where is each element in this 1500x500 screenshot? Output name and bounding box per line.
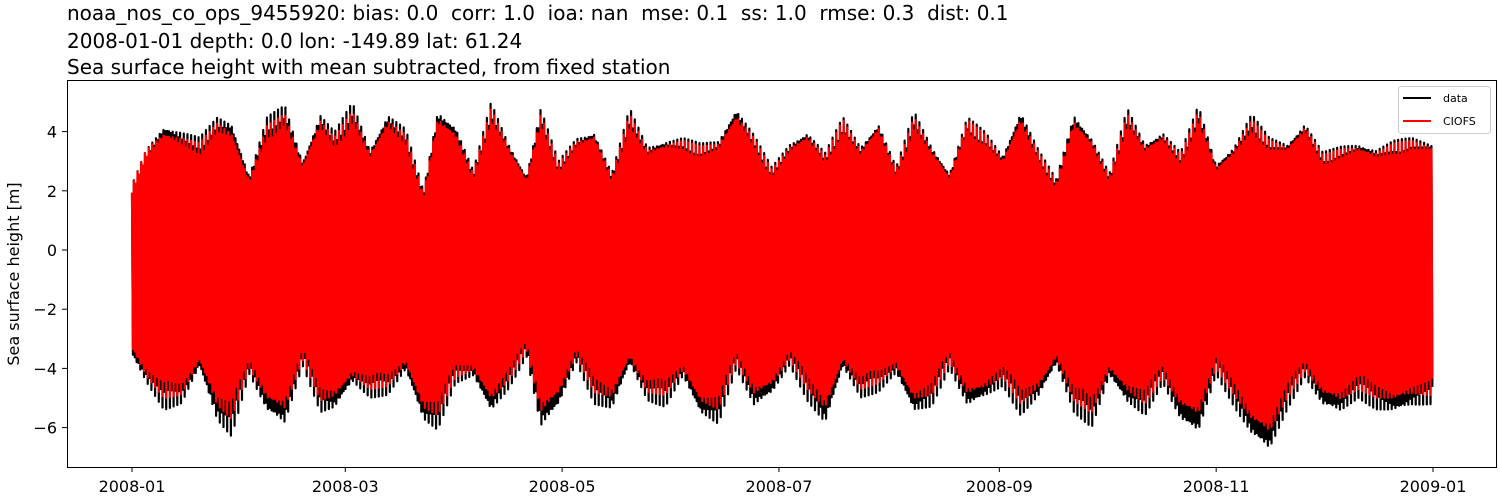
x-tick-label: 2009-01 <box>1400 477 1467 496</box>
y-axis: −6 −4 −2 0 2 4 <box>33 123 67 438</box>
y-tick-label: −6 <box>33 419 57 438</box>
legend-label-data: data <box>1443 92 1468 105</box>
x-tick-label: 2008-09 <box>966 477 1033 496</box>
y-tick-label: −2 <box>33 300 57 319</box>
y-axis-label: Sea surface height [m] <box>4 182 23 365</box>
x-tick-label: 2008-05 <box>529 477 596 496</box>
y-tick-label: −4 <box>33 359 57 378</box>
x-tick-label: 2008-07 <box>746 477 813 496</box>
x-tick-label: 2008-03 <box>312 477 379 496</box>
figure-title-line-2: 2008-01-01 depth: 0.0 lon: -149.89 lat: … <box>67 29 523 53</box>
legend: data CIOFS <box>1398 86 1491 134</box>
y-tick-label: 0 <box>47 241 57 260</box>
x-axis: 2008-01 2008-03 2008-05 2008-07 2008-09 2008-… <box>99 467 1467 496</box>
legend-label-ciofs: CIOFS <box>1443 115 1476 128</box>
figure-title-line-3: Sea surface height with mean subtracted,… <box>67 55 671 79</box>
x-tick-label: 2008-11 <box>1183 477 1250 496</box>
axes-frame <box>67 80 1497 468</box>
y-tick-label: 2 <box>47 182 57 201</box>
y-tick-label: 4 <box>47 123 57 142</box>
plot-series <box>130 102 1434 447</box>
x-tick-label: 2008-01 <box>99 477 166 496</box>
figure-title-line-1: noaa_nos_co_ops_9455920: bias: 0.0 corr:… <box>67 1 1009 25</box>
series-ciofs <box>130 108 1434 430</box>
